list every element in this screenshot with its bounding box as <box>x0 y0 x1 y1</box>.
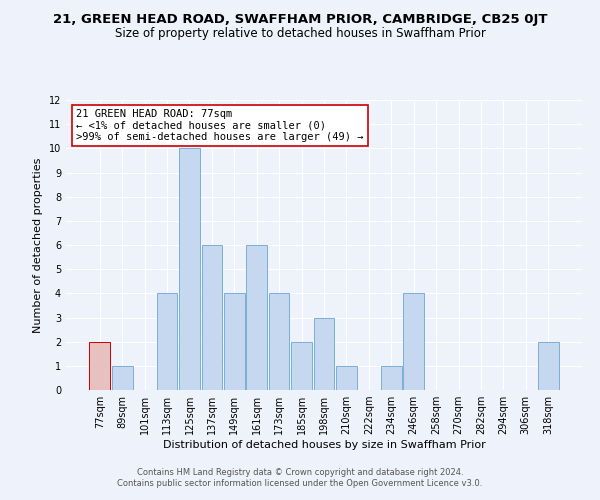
Bar <box>202 245 222 390</box>
Bar <box>247 245 267 390</box>
Bar <box>269 294 289 390</box>
Bar <box>157 294 178 390</box>
Bar <box>112 366 133 390</box>
Text: 21, GREEN HEAD ROAD, SWAFFHAM PRIOR, CAMBRIDGE, CB25 0JT: 21, GREEN HEAD ROAD, SWAFFHAM PRIOR, CAM… <box>53 12 547 26</box>
Bar <box>89 342 110 390</box>
Bar <box>224 294 245 390</box>
Bar <box>538 342 559 390</box>
Bar <box>381 366 401 390</box>
Text: 21 GREEN HEAD ROAD: 77sqm
← <1% of detached houses are smaller (0)
>99% of semi-: 21 GREEN HEAD ROAD: 77sqm ← <1% of detac… <box>76 108 364 142</box>
Bar <box>403 294 424 390</box>
Bar <box>291 342 312 390</box>
Bar <box>314 318 334 390</box>
X-axis label: Distribution of detached houses by size in Swaffham Prior: Distribution of detached houses by size … <box>163 440 485 450</box>
Text: Size of property relative to detached houses in Swaffham Prior: Size of property relative to detached ho… <box>115 28 485 40</box>
Bar <box>336 366 357 390</box>
Y-axis label: Number of detached properties: Number of detached properties <box>33 158 43 332</box>
Bar <box>179 148 200 390</box>
Text: Contains HM Land Registry data © Crown copyright and database right 2024.
Contai: Contains HM Land Registry data © Crown c… <box>118 468 482 487</box>
